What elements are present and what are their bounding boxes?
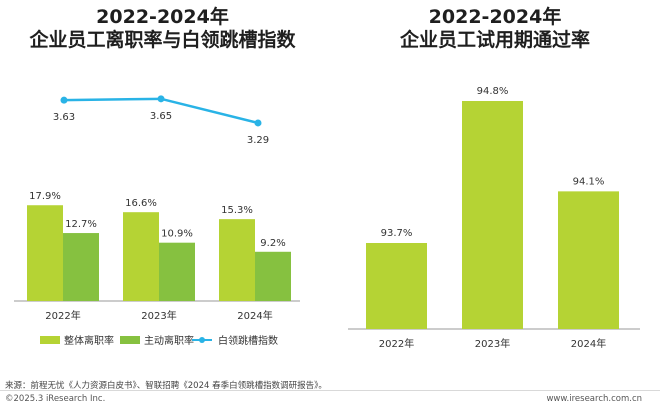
right-bar-label-2: 94.1%: [573, 176, 605, 187]
left-chart-title: 2022-2024年 企业员工离职率与白领跳槽指数: [0, 6, 325, 52]
right-title-line1: 2022-2024年: [428, 6, 562, 28]
index-point-2: [254, 119, 262, 127]
copyright: ©2025.3 iResearch Inc.: [5, 394, 106, 404]
right-x-tick-2: 2024年: [571, 337, 606, 350]
index-label-2: 3.29: [247, 135, 269, 146]
index-label-0: 3.63: [53, 112, 75, 123]
right-bar-1: [462, 100, 523, 330]
left-bar-label-overall-0: 17.9%: [29, 191, 61, 202]
right-title-line2: 企业员工试用期通过率: [399, 29, 590, 51]
legend-index-marker: [199, 337, 205, 343]
legend-active-swatch: [120, 336, 140, 344]
left-bar-overall-1: [123, 212, 159, 301]
legend-active-label: 主动离职率: [144, 334, 194, 347]
right-bar-2: [558, 191, 619, 329]
left-bar-label-active-1: 10.9%: [161, 229, 193, 240]
legend-overall-swatch: [40, 336, 60, 344]
left-x-tick-1: 2023年: [141, 309, 176, 322]
left-bar-label-active-0: 12.7%: [65, 219, 97, 230]
right-x-tick-0: 2022年: [379, 337, 414, 350]
left-bar-overall-0: [27, 205, 63, 301]
right-bar-label-1: 94.8%: [477, 86, 509, 97]
right-x-tick-1: 2023年: [475, 337, 510, 350]
website: www.iresearch.com.cn: [546, 394, 642, 404]
left-bar-overall-2: [219, 219, 255, 301]
index-point-1: [157, 95, 165, 103]
left-title-line2: 企业员工离职率与白领跳槽指数: [29, 29, 296, 51]
left-bar-label-active-2: 9.2%: [260, 238, 285, 249]
left-bar-active-2: [255, 251, 291, 301]
right-chart-title: 2022-2024年 企业员工试用期通过率: [330, 6, 660, 52]
left-x-tick-0: 2022年: [45, 309, 80, 322]
left-title-line1: 2022-2024年: [96, 6, 229, 28]
left-bar-active-0: [63, 233, 99, 301]
left-x-tick-2: 2024年: [237, 309, 272, 322]
legend-index-label: 白领跳槽指数: [218, 334, 278, 347]
right-bar-0: [366, 243, 427, 329]
left-bar-label-overall-2: 15.3%: [221, 205, 253, 216]
left-bar-active-1: [159, 242, 195, 301]
right-bar-label-0: 93.7%: [381, 228, 413, 239]
source-note: 来源：前程无忧《人力资源白皮书》、智联招聘《2024 春季白领跳槽指数调研报告》…: [5, 381, 327, 391]
footer-divider: [0, 390, 660, 391]
index-point-0: [60, 96, 68, 104]
left-bar-label-overall-1: 16.6%: [125, 198, 157, 209]
legend-overall-label: 整体离职率: [64, 334, 114, 347]
index-label-1: 3.65: [150, 111, 172, 122]
